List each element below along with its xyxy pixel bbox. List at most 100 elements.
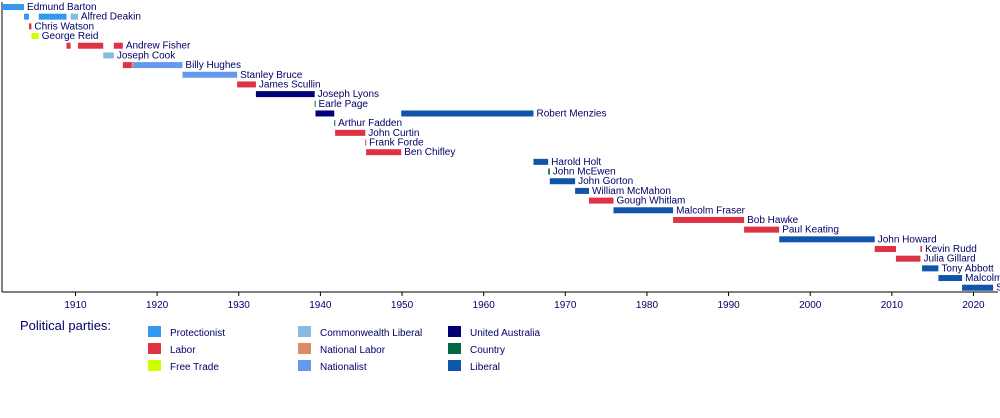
term-bar-billy-hughes-2 <box>131 62 134 69</box>
pm-label-joseph-cook: Joseph Cook <box>117 50 176 61</box>
pm-label-andrew-fisher: Andrew Fisher <box>126 41 191 52</box>
pm-label-john-gorton: John Gorton <box>578 176 633 187</box>
pm-label-james-scullin: James Scullin <box>259 79 321 90</box>
term-bar-scott-morrison-1 <box>962 284 994 291</box>
term-bar-robert-menzies-1 <box>315 110 335 117</box>
term-bar-john-howard-1 <box>779 236 875 243</box>
pm-label-robert-menzies: Robert Menzies <box>536 108 606 119</box>
term-bar-billy-hughes-1 <box>122 62 132 69</box>
term-bar-john-mcewen-1 <box>548 168 550 175</box>
pm-label-george-reid: George Reid <box>42 31 99 42</box>
pm-label-malcolm-fraser: Malcolm Fraser <box>676 205 746 216</box>
x-tick-label-1990: 1990 <box>717 300 740 311</box>
term-bar-bob-hawke-1 <box>673 216 745 223</box>
term-bar-edmund-barton-1 <box>2 4 25 10</box>
x-tick-label-1910: 1910 <box>64 300 87 311</box>
legend-swatch-commonwealth-liberal <box>298 326 311 337</box>
x-tick-label-1980: 1980 <box>636 300 659 311</box>
legend-swatch-liberal <box>448 360 461 371</box>
term-bar-earle-page-1 <box>314 100 316 107</box>
term-bar-robert-menzies-2 <box>401 110 534 117</box>
x-axis: 1910 1920 1930 1940 1950 1960 1970 1980 1990 2000… <box>64 292 985 311</box>
legend-swatch-free-trade <box>148 360 161 371</box>
pm-label-kevin-rudd: Kevin Rudd <box>925 244 977 255</box>
pm-label-harold-holt: Harold Holt <box>551 157 601 168</box>
term-bar-joseph-cook-1 <box>103 52 114 59</box>
legend-label-united-australia: United Australia <box>470 328 540 339</box>
x-tick-label-2010: 2010 <box>881 300 904 311</box>
term-bar-george-reid-1 <box>31 33 39 40</box>
x-tick-label-1940: 1940 <box>309 300 332 311</box>
x-tick-label-1920: 1920 <box>146 300 169 311</box>
term-bar-julia-gillard-1 <box>895 255 921 262</box>
term-bar-arthur-fadden-1 <box>334 120 336 127</box>
x-tick-label-1960: 1960 <box>473 300 496 311</box>
term-bar-andrew-fisher-2 <box>77 42 104 49</box>
x-tick-label-1930: 1930 <box>228 300 251 311</box>
pm-label-scott-morrison: Scott Morrison <box>996 283 1000 294</box>
legend-label-national-labor: National Labor <box>320 345 386 356</box>
pm-label-john-mcewen: John McEwen <box>553 167 616 178</box>
legend-label-commonwealth-liberal: Commonwealth Liberal <box>320 328 422 339</box>
term-bar-john-gorton-1 <box>549 178 576 185</box>
pm-label-earle-page: Earle Page <box>319 99 369 110</box>
term-bar-malcolm-turnbull-1 <box>938 275 963 282</box>
legend-label-nationalist: Nationalist <box>320 362 367 373</box>
pm-label-john-howard: John Howard <box>878 234 937 245</box>
x-tick-label-1970: 1970 <box>554 300 577 311</box>
x-tick-label-2000: 2000 <box>799 300 822 311</box>
term-bar-ben-chifley-1 <box>366 149 402 156</box>
legend-label-labor: Labor <box>170 345 196 356</box>
party-legend: Political parties: Protectionist Labor Free… <box>20 318 540 373</box>
term-bar-chris-watson-1 <box>28 23 32 30</box>
pm-label-alfred-deakin: Alfred Deakin <box>81 12 141 23</box>
term-bar-harold-holt-1 <box>533 158 549 165</box>
pm-label-john-curtin: John Curtin <box>368 128 419 139</box>
pm-label-william-mcmahon: William McMahon <box>592 186 671 197</box>
pm-label-malcolm-turnbull: Malcolm Turnbull <box>965 273 1000 284</box>
legend-label-free-trade: Free Trade <box>170 362 219 373</box>
pm-label-tony-abbott: Tony Abbott <box>941 263 993 274</box>
x-tick-label-2020: 2020 <box>962 300 985 311</box>
plot-frame <box>1 2 998 293</box>
pm-label-ben-chifley: Ben Chifley <box>404 147 455 158</box>
pm-label-frank-forde: Frank Forde <box>369 138 424 149</box>
pm-label-bob-hawke: Bob Hawke <box>747 215 799 226</box>
term-bar-paul-keating-1 <box>744 226 780 233</box>
term-bar-kevin-rudd-2 <box>920 246 923 252</box>
pm-label-arthur-fadden: Arthur Fadden <box>338 118 402 129</box>
legend-label-country: Country <box>470 345 505 356</box>
term-bar-william-mcmahon-1 <box>575 187 589 194</box>
term-bar-andrew-fisher-3 <box>113 42 123 49</box>
term-bar-frank-forde-1 <box>365 139 367 146</box>
term-bar-alfred-deakin-1 <box>24 13 29 20</box>
term-bar-alfred-deakin-2 <box>38 13 67 20</box>
pm-label-paul-keating: Paul Keating <box>782 225 839 236</box>
x-tick-label-1950: 1950 <box>391 300 414 311</box>
pm-label-gough-whitlam: Gough Whitlam <box>616 196 685 207</box>
term-bar-andrew-fisher-1 <box>66 42 71 49</box>
term-bars <box>2 4 994 291</box>
legend-swatch-protectionist <box>148 326 161 337</box>
legend-swatch-labor <box>148 343 161 354</box>
term-bar-james-scullin-1 <box>237 81 256 88</box>
term-bar-malcolm-fraser-1 <box>613 207 674 214</box>
legend-swatch-united-australia <box>448 326 461 337</box>
term-bar-stanley-bruce-1 <box>182 71 238 78</box>
term-bar-gough-whitlam-1 <box>588 197 614 204</box>
term-bar-joseph-lyons-1 <box>255 91 315 98</box>
pm-label-joseph-lyons: Joseph Lyons <box>318 89 379 100</box>
legend-swatch-national-labor <box>298 343 311 354</box>
term-bar-kevin-rudd-1 <box>874 246 896 252</box>
legend-title: Political parties: <box>20 318 111 333</box>
legend-label-protectionist: Protectionist <box>170 328 225 339</box>
legend-label-liberal: Liberal <box>470 362 500 373</box>
pm-label-billy-hughes: Billy Hughes <box>185 60 241 71</box>
pm-label-edmund-barton: Edmund Barton <box>27 2 97 13</box>
term-bar-alfred-deakin-3 <box>70 13 78 20</box>
term-bar-billy-hughes-3 <box>133 62 183 69</box>
legend-swatch-nationalist <box>298 360 311 371</box>
